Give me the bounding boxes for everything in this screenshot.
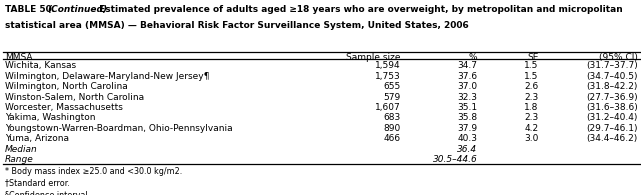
Text: 579: 579 [383,92,401,102]
Text: Worcester, Massachusetts: Worcester, Massachusetts [5,103,123,112]
Text: * Body mass index ≥25.0 and <30.0 kg/m2.: * Body mass index ≥25.0 and <30.0 kg/m2. [5,167,183,176]
Text: Yakima, Washington: Yakima, Washington [5,113,96,122]
Text: 37.9: 37.9 [458,124,478,133]
Text: 4.2: 4.2 [524,124,538,133]
Text: Wichita, Kansas: Wichita, Kansas [5,61,76,70]
Text: 466: 466 [383,134,401,143]
Text: 30.5–44.6: 30.5–44.6 [433,155,478,164]
Text: 655: 655 [383,82,401,91]
Text: Winston-Salem, North Carolina: Winston-Salem, North Carolina [5,92,144,102]
Text: 3.0: 3.0 [524,134,538,143]
Text: §Confidence interval.: §Confidence interval. [5,190,90,195]
Text: statistical area (MMSA) — Behavioral Risk Factor Surveillance System, United Sta: statistical area (MMSA) — Behavioral Ris… [5,21,469,30]
Text: 34.7: 34.7 [458,61,478,70]
Text: Sample size: Sample size [346,53,401,62]
Text: (29.7–46.1): (29.7–46.1) [587,124,638,133]
Text: 1,594: 1,594 [375,61,401,70]
Text: 1.5: 1.5 [524,61,538,70]
Text: (34.4–46.2): (34.4–46.2) [587,134,638,143]
Text: Estimated prevalence of adults aged ≥18 years who are overweight, by metropolita: Estimated prevalence of adults aged ≥18 … [96,5,623,14]
Text: (31.2–40.4): (31.2–40.4) [587,113,638,122]
Text: 2.3: 2.3 [524,113,538,122]
Text: SE: SE [527,53,538,62]
Text: (31.8–42.2): (31.8–42.2) [587,82,638,91]
Text: TABLE 50.: TABLE 50. [5,5,58,14]
Text: 40.3: 40.3 [458,134,478,143]
Text: Wilmington, North Carolina: Wilmington, North Carolina [5,82,128,91]
Text: Youngstown-Warren-Boardman, Ohio-Pennsylvania: Youngstown-Warren-Boardman, Ohio-Pennsyl… [5,124,233,133]
Text: 35.1: 35.1 [458,103,478,112]
Text: (27.7–36.9): (27.7–36.9) [586,92,638,102]
Text: 36.4: 36.4 [458,145,478,154]
Text: 1,753: 1,753 [375,72,401,81]
Text: Yuma, Arizona: Yuma, Arizona [5,134,69,143]
Text: 2.3: 2.3 [524,92,538,102]
Text: Median: Median [5,145,38,154]
Text: (95% CI): (95% CI) [599,53,638,62]
Text: 890: 890 [383,124,401,133]
Text: (Continued): (Continued) [47,5,108,14]
Text: 32.3: 32.3 [458,92,478,102]
Text: 37.0: 37.0 [458,82,478,91]
Text: %: % [469,53,478,62]
Text: Range: Range [5,155,34,164]
Text: (31.7–37.7): (31.7–37.7) [586,61,638,70]
Text: 1.8: 1.8 [524,103,538,112]
Text: 2.6: 2.6 [524,82,538,91]
Text: 1,607: 1,607 [375,103,401,112]
Text: (31.6–38.6): (31.6–38.6) [586,103,638,112]
Text: 35.8: 35.8 [458,113,478,122]
Text: MMSA: MMSA [5,53,33,62]
Text: 1.5: 1.5 [524,72,538,81]
Text: 683: 683 [383,113,401,122]
Text: 37.6: 37.6 [458,72,478,81]
Text: †Standard error.: †Standard error. [5,179,70,188]
Text: Wilmington, Delaware-Maryland-New Jersey¶: Wilmington, Delaware-Maryland-New Jersey… [5,72,210,81]
Text: (34.7–40.5): (34.7–40.5) [587,72,638,81]
